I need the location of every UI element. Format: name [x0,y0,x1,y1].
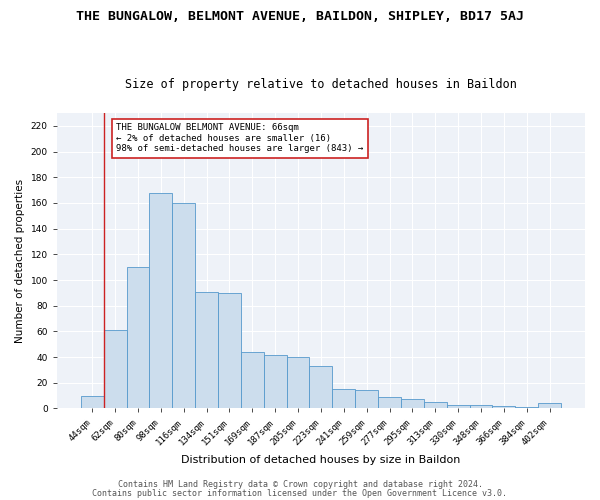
Text: Contains public sector information licensed under the Open Government Licence v3: Contains public sector information licen… [92,488,508,498]
Text: THE BUNGALOW, BELMONT AVENUE, BAILDON, SHIPLEY, BD17 5AJ: THE BUNGALOW, BELMONT AVENUE, BAILDON, S… [76,10,524,23]
Bar [287,357,310,408]
Bar [538,404,561,408]
Bar [424,402,446,408]
Bar [355,390,378,408]
X-axis label: Distribution of detached houses by size in Baildon: Distribution of detached houses by size … [181,455,461,465]
Bar [515,407,538,408]
Bar [127,267,149,408]
Bar [241,352,264,408]
Bar [172,203,195,408]
Bar [332,389,355,408]
Y-axis label: Number of detached properties: Number of detached properties [15,178,25,343]
Bar [104,330,127,408]
Bar [81,396,104,408]
Bar [195,292,218,408]
Title: Size of property relative to detached houses in Baildon: Size of property relative to detached ho… [125,78,517,91]
Bar [493,406,515,408]
Text: THE BUNGALOW BELMONT AVENUE: 66sqm
← 2% of detached houses are smaller (16)
98% : THE BUNGALOW BELMONT AVENUE: 66sqm ← 2% … [116,124,364,153]
Bar [470,404,493,408]
Bar [401,400,424,408]
Bar [218,293,241,408]
Bar [378,397,401,408]
Bar [149,192,172,408]
Bar [310,366,332,408]
Text: Contains HM Land Registry data © Crown copyright and database right 2024.: Contains HM Land Registry data © Crown c… [118,480,482,489]
Bar [264,354,287,408]
Bar [446,404,470,408]
